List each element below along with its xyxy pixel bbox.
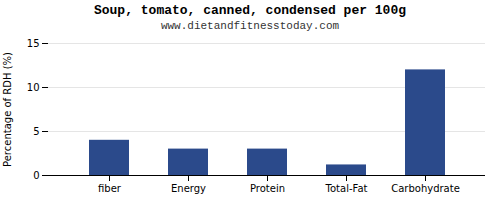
svg-text:Total-Fat: Total-Fat bbox=[325, 183, 368, 194]
html-text:Soup, tomato, canned, condense: Soup, tomato, canned, condensed per 100g bbox=[94, 3, 406, 18]
svg-text:Protein: Protein bbox=[250, 183, 285, 194]
svg-text:Percentage of RDH (%): Percentage of RDH (%) bbox=[2, 52, 13, 167]
svg-text:Energy: Energy bbox=[171, 183, 206, 194]
svg-text:15: 15 bbox=[27, 38, 40, 49]
svg-text:fiber: fiber bbox=[98, 183, 122, 194]
svg-text:10: 10 bbox=[27, 82, 40, 93]
svg-text:0: 0 bbox=[33, 170, 39, 181]
svg-text:Carbohydrate: Carbohydrate bbox=[391, 183, 460, 194]
html-text:www.dietandfitnesstoday.com: www.dietandfitnesstoday.com bbox=[160, 20, 340, 32]
svg-text:5: 5 bbox=[33, 126, 39, 137]
